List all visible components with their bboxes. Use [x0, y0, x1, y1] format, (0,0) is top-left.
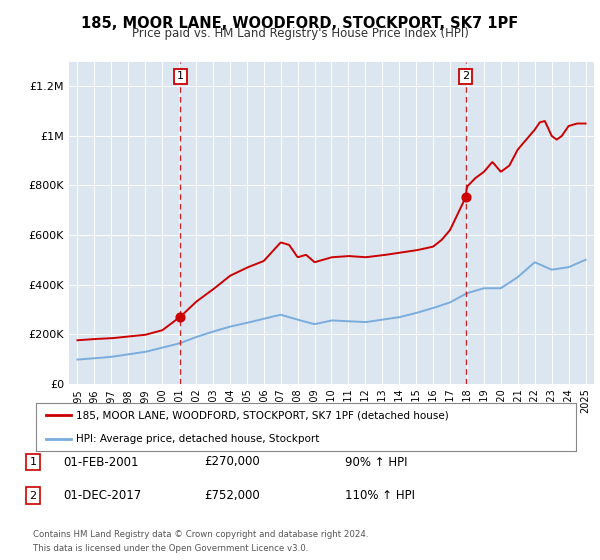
Text: 01-DEC-2017: 01-DEC-2017 [63, 489, 141, 502]
Point [176, 312, 185, 321]
Text: £752,000: £752,000 [204, 489, 260, 502]
Text: 90% ↑ HPI: 90% ↑ HPI [345, 455, 407, 469]
Text: 185, MOOR LANE, WOODFORD, STOCKPORT, SK7 1PF: 185, MOOR LANE, WOODFORD, STOCKPORT, SK7… [82, 16, 518, 31]
Text: Contains HM Land Registry data © Crown copyright and database right 2024.: Contains HM Land Registry data © Crown c… [33, 530, 368, 539]
Text: £270,000: £270,000 [204, 455, 260, 469]
Text: Price paid vs. HM Land Registry's House Price Index (HPI): Price paid vs. HM Land Registry's House … [131, 27, 469, 40]
Text: 1: 1 [177, 72, 184, 81]
Text: 185, MOOR LANE, WOODFORD, STOCKPORT, SK7 1PF (detached house): 185, MOOR LANE, WOODFORD, STOCKPORT, SK7… [77, 410, 449, 420]
Text: 110% ↑ HPI: 110% ↑ HPI [345, 489, 415, 502]
Text: HPI: Average price, detached house, Stockport: HPI: Average price, detached house, Stoc… [77, 434, 320, 444]
Point [461, 193, 470, 202]
Text: 2: 2 [462, 72, 469, 81]
Text: 01-FEB-2001: 01-FEB-2001 [63, 455, 139, 469]
Text: 2: 2 [29, 491, 37, 501]
Text: This data is licensed under the Open Government Licence v3.0.: This data is licensed under the Open Gov… [33, 544, 308, 553]
Text: 1: 1 [29, 457, 37, 467]
